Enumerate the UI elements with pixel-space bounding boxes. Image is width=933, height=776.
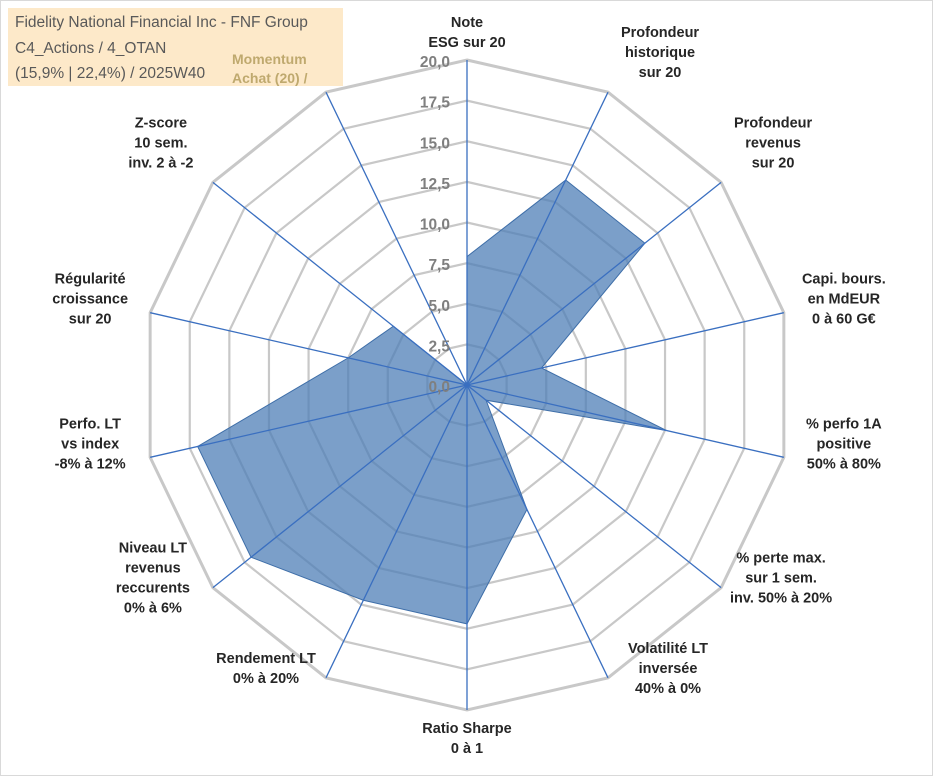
axis-spoke: [466, 91, 609, 386]
axis-label: revenus: [745, 135, 801, 151]
axis-label: Note: [451, 15, 483, 31]
axis-label: croissance: [52, 292, 128, 308]
axis-spoke: [150, 312, 468, 386]
axis-label: 0% à 6%: [124, 601, 182, 617]
tick-label: 17,5: [420, 95, 451, 112]
axis-label: revenus: [125, 561, 181, 577]
axis-spoke: [466, 384, 722, 589]
axis-label: Ratio Sharpe: [422, 721, 511, 737]
axis-label: Profondeur: [621, 25, 699, 41]
axis-label: sur 1 sem.: [745, 571, 817, 587]
axis-label: positive: [816, 436, 871, 452]
axis-label: Z-score: [135, 115, 187, 131]
axis-label: % perfo 1A: [806, 416, 882, 432]
tick-label: 7,5: [428, 257, 450, 274]
axis-label: sur 20: [752, 155, 795, 171]
tick-label: 2,5: [428, 338, 450, 355]
axis-label: 10 sem.: [134, 135, 187, 151]
axis-label: 40% à 0%: [635, 681, 701, 697]
axis-label: 0 à 1: [451, 741, 483, 757]
axis-spoke: [212, 181, 468, 386]
axis-label: sur 20: [69, 312, 112, 328]
axis-label: historique: [625, 45, 695, 61]
axis-label: Profondeur: [734, 115, 812, 131]
axis-label: -8% à 12%: [55, 456, 126, 472]
axis-label-layer: Note ESG sur 20 Profondeur historique sur 20…: [52, 15, 885, 757]
axis-label: Rendement LT: [216, 651, 316, 667]
axis-label: reccurents: [116, 581, 190, 597]
tick-label: 10,0: [420, 217, 450, 234]
axis-spoke: [466, 384, 784, 458]
axis-label: 0% à 20%: [233, 671, 299, 687]
chart-subtitle-period: (15,9% | 22,4%) / 2025W40: [15, 65, 206, 82]
axis-label: Niveau LT: [119, 541, 187, 557]
axis-label: en MdEUR: [808, 292, 881, 308]
chart-subtitle-category: C4_Actions / 4_OTAN: [15, 40, 167, 57]
axis-spoke: [325, 91, 468, 386]
axis-label: vs index: [61, 436, 119, 452]
axis-label: inv. 2 à -2: [128, 155, 193, 171]
axis-label: % perte max.: [736, 551, 825, 567]
axis-label: inv. 50% à 20%: [730, 591, 832, 607]
axis-spoke: [150, 384, 468, 458]
axis-spoke: [325, 384, 468, 679]
spoke-layer: [150, 60, 784, 710]
tick-label-layer: 0,0 2,5 5,0 7,5 10,0 12,5 15,0 17,5 20,0: [420, 54, 451, 396]
momentum-label: Momentum Achat (20) /: [232, 51, 308, 86]
tick-label: 5,0: [428, 298, 450, 315]
axis-label: 0 à 60 G€: [812, 312, 876, 328]
chart-title: Fidelity National Financial Inc - FNF Gr…: [15, 14, 308, 31]
axis-label: Capi. bours.: [802, 272, 886, 288]
axis-label: 50% à 80%: [807, 456, 881, 472]
axis-spoke: [466, 384, 609, 679]
axis-label: Régularité: [55, 272, 126, 288]
axis-label: inversée: [639, 661, 698, 677]
chart-title-box: Fidelity National Financial Inc - FNF Gr…: [8, 8, 343, 86]
tick-label: 20,0: [420, 54, 450, 71]
axis-spoke: [466, 312, 784, 386]
axis-label: ESG sur 20: [428, 35, 505, 51]
axis-label: Perfo. LT: [59, 416, 121, 432]
axis-label: Volatilité LT: [628, 641, 708, 657]
tick-label: 0,0: [428, 379, 450, 396]
axis-spoke: [212, 384, 468, 589]
tick-label: 15,0: [420, 135, 450, 152]
axis-label: sur 20: [639, 65, 682, 81]
tick-label: 12,5: [420, 176, 451, 193]
axis-spoke: [466, 181, 722, 386]
